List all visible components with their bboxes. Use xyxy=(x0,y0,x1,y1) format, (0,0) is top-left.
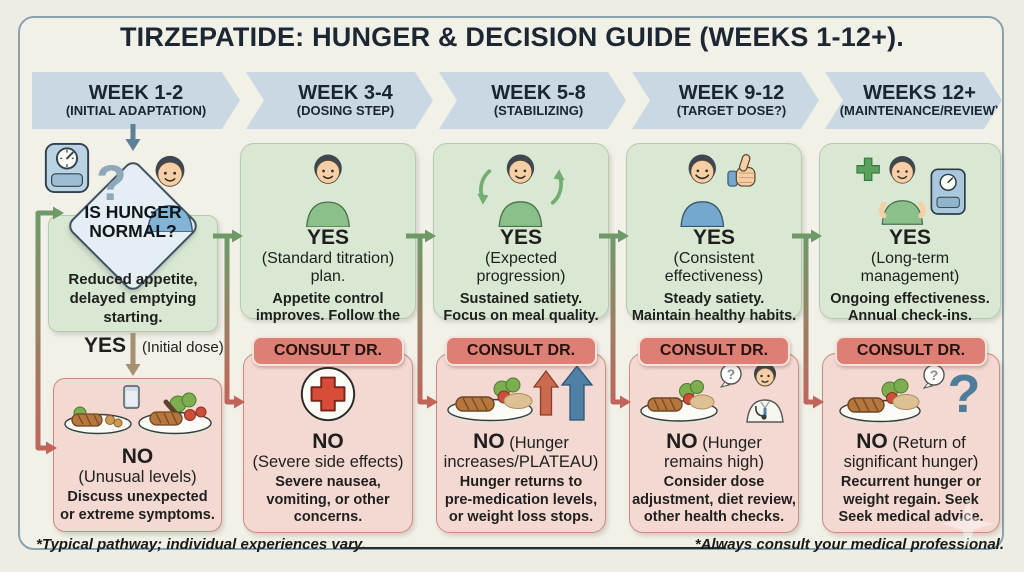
svg-text:?: ? xyxy=(948,364,981,424)
timeline-phase-label: (TARGET DOSE?) xyxy=(676,103,787,119)
yes-label: YES xyxy=(499,226,543,249)
consult-doctor-tab: CONSULT DR. xyxy=(638,336,790,366)
yes-box-week-5-8: YES (Expected progression) Sustained sati… xyxy=(433,143,609,324)
consult-doctor-tab: CONSULT DR. xyxy=(835,336,987,366)
yes-description: Steady satiety. Maintain healthy habits. xyxy=(631,290,797,325)
yes-label: YES xyxy=(306,226,350,249)
yes-box-week-9-12: YES (Consistent effectiveness) Steady sat… xyxy=(626,143,802,324)
svg-text:?: ? xyxy=(727,366,736,382)
initial-dose-note: (Initial dose) xyxy=(142,339,224,356)
yes-box-week-3-4: YES (Standard titration) plan. Appetite c… xyxy=(240,143,416,324)
no-outcome-description: Consider dose adjustment, diet review, oth… xyxy=(632,474,796,526)
timeline-week-label: WEEK 5-8 xyxy=(491,82,586,105)
yes-subtitle: (Standard titration) plan. xyxy=(261,250,395,286)
no-outcome-description: Severe nausea, vomiting, or other concerns… xyxy=(266,474,390,526)
yes-label: YES xyxy=(692,226,736,249)
yes-description: Sustained satiety. Focus on meal quality. xyxy=(443,290,599,325)
timeline-phase-label: (MAINTENANCE/REVIEW) xyxy=(839,103,1000,119)
no-outcome-heading: NO (Hunger increases/PLATEAU) xyxy=(443,430,599,472)
footnote-right: *Always consult your medical professiona… xyxy=(694,536,1004,553)
person-icon xyxy=(299,147,357,227)
decision-question: IS HUNGER NORMAL? xyxy=(84,202,182,241)
meal-plates-icon xyxy=(62,383,214,443)
person-progress-arrows-icon xyxy=(468,147,574,227)
timeline-phase-label: (STABILIZING) xyxy=(493,103,584,119)
yes-subtitle: (Expected progression) xyxy=(476,250,566,286)
no-box-week-9-12: ? NO (Hunger xyxy=(629,353,799,533)
consult-doctor-tab: CONSULT DR. xyxy=(252,336,404,366)
question-mark-glyph: ? xyxy=(96,155,127,211)
no-outcome-heading: NO (Severe side effects) xyxy=(252,430,404,472)
yes-path-label: YES xyxy=(84,334,127,357)
yes-box-weeks-12plus: YES (Long-term management) Ongoing effect… xyxy=(819,143,1001,324)
no-outcome-heading: NO (Unusual levels) xyxy=(78,445,197,487)
timeline-week-label: WEEK 1-2 xyxy=(88,82,184,105)
normal-hunger-note: Reduced appetite, delayed emptying startin… xyxy=(68,271,198,326)
no-outcome-heading: NO (Return of significant hunger) xyxy=(843,430,979,472)
yes-subtitle: (Consistent effectiveness) xyxy=(664,250,764,286)
no-outcome-description: Hunger returns to pre-medication levels, o… xyxy=(444,474,598,526)
no-box-week-3-4: NO (Severe side effects) Severe nausea, v… xyxy=(243,353,413,533)
no-outcome-description: Recurrent hunger or weight regain. Seek Se… xyxy=(838,474,984,526)
meal-question-icon: ? ? xyxy=(836,360,986,428)
timeline-phase-label: (INITIAL ADAPTATION) xyxy=(65,103,207,119)
timeline-step-week-5-8: WEEK 5-8 (STABILIZING) xyxy=(439,72,626,129)
person-thumbs-up-icon xyxy=(661,147,767,227)
no-outcome-description: Discuss unexpected or extreme symptoms. xyxy=(60,489,215,523)
timeline-step-week-1-2: WEEK 1-2 (INITIAL ADAPTATION) xyxy=(32,72,240,129)
timeline-phase-label: (DOSING STEP) xyxy=(296,103,395,119)
page-title: TIRZEPATIDE: HUNGER & DECISION GUIDE (WE… xyxy=(119,22,905,52)
consult-doctor-tab: CONSULT DR. xyxy=(445,336,597,366)
svg-text:?: ? xyxy=(930,367,939,383)
footnote-divider xyxy=(342,547,726,549)
medical-cross-icon xyxy=(297,360,359,428)
meal-rising-arrows-icon xyxy=(446,360,596,428)
timeline-week-label: WEEK 3-4 xyxy=(298,82,393,105)
no-outcome-heading: NO (Hunger remains high) xyxy=(664,430,764,472)
timeline-week-label: WEEK 9-12 xyxy=(678,82,785,105)
timeline-step-week-9-12: WEEK 9-12 (TARGET DOSE?) xyxy=(632,72,819,129)
yes-description: Ongoing effectiveness. Annual check-ins. xyxy=(830,290,990,325)
yes-subtitle: (Long-term management) xyxy=(860,250,960,286)
no-box-weeks-12plus: ? ? NO (Return of significant hunger) Re… xyxy=(822,353,1000,533)
weighing-scale-icon xyxy=(42,140,92,201)
no-box-week-1-2: NO (Unusual levels) Discuss unexpected or… xyxy=(53,378,222,532)
no-box-week-5-8: NO (Hunger increases/PLATEAU) Hunger ret… xyxy=(436,353,606,533)
meal-doctor-icon: ? xyxy=(639,360,789,428)
timeline-step-weeks-12plus: WEEKS 12+ (MAINTENANCE/REVIEW) xyxy=(825,72,1002,129)
timeline-step-week-3-4: WEEK 3-4 (DOSING STEP) xyxy=(246,72,433,129)
footnote-left: *Typical pathway; individual experiences… xyxy=(36,536,366,553)
person-icon xyxy=(139,148,201,237)
timeline-week-label: WEEKS 12+ xyxy=(863,82,976,105)
yes-label: YES xyxy=(888,226,932,249)
yes-description: Appetite control improves. Follow the xyxy=(255,290,401,325)
person-plus-scale-icon xyxy=(848,147,972,227)
